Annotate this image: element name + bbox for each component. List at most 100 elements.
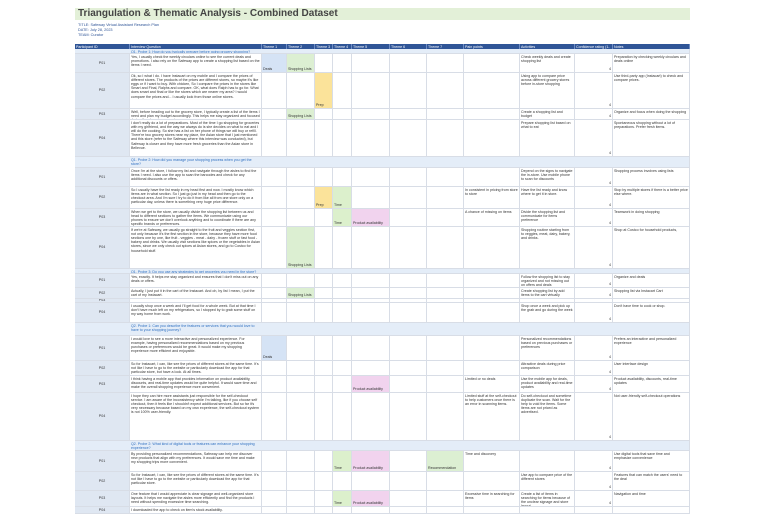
participant-id: P04 [75, 507, 130, 514]
theme-cell [333, 336, 352, 361]
activity: Create a list of items in searching for … [520, 491, 575, 507]
note: Teamwork in doing shopping [613, 209, 690, 227]
theme-cell [333, 54, 352, 73]
sheet-title: Triangulation & Thematic Analysis - Comb… [75, 8, 690, 20]
theme-cell [315, 376, 333, 393]
note: Shopping list via Instacart Cart [613, 288, 690, 299]
participant-id: P01 [75, 54, 130, 73]
theme-cell [427, 274, 464, 288]
note: Features that can match the users' need … [613, 472, 690, 491]
theme-cell [427, 299, 464, 303]
pain-point: In consistent in pricing from store to s… [464, 187, 520, 209]
theme-cell [315, 299, 333, 303]
interview-answer: So for Instacart, I can, like see the pr… [130, 361, 262, 376]
theme-cell [427, 168, 464, 187]
pain-point [464, 303, 520, 323]
participant-id: P02 [75, 288, 130, 299]
column-header: Theme 1 [262, 44, 287, 49]
confidence: 4 [575, 336, 613, 361]
theme-cell: Product availability [352, 451, 390, 472]
activity: Using app to compare price across differ… [520, 73, 575, 109]
note [613, 299, 690, 303]
interview-answer: I would love to see a more interactive a… [130, 336, 262, 361]
activity: Create a shopping list and budget [520, 109, 575, 120]
activity: Have the list ready and know where to ge… [520, 187, 575, 209]
theme-cell [390, 507, 427, 514]
confidence: 4 [575, 209, 613, 227]
interview-answer [130, 299, 262, 303]
pain-point [464, 168, 520, 187]
interview-answer: One feature that I would appreciate is c… [130, 491, 262, 507]
note: User interface design [613, 361, 690, 376]
theme-cell [315, 288, 333, 299]
theme-cell [390, 227, 427, 269]
theme-cell [315, 274, 333, 288]
theme-cell [427, 393, 464, 441]
activity: Use app to compare price of the differen… [520, 472, 575, 491]
theme-cell [352, 303, 390, 323]
participant-id: P03 [75, 376, 130, 393]
activity: Follow the shopping list to stay organiz… [520, 274, 575, 288]
pain-point: A chance of missing on items [464, 209, 520, 227]
theme-cell [262, 73, 287, 109]
activity: Depend on the signs to navigate the in-s… [520, 168, 575, 187]
theme-cell [333, 73, 352, 109]
interview-answer: When we get to the store, we usually div… [130, 209, 262, 227]
note: Stop by multiple stores if there is a be… [613, 187, 690, 209]
theme-cell [262, 303, 287, 323]
theme-cell [390, 451, 427, 472]
theme-cell: Product availability [352, 491, 390, 507]
theme-cell [390, 376, 427, 393]
participant-id: P01 [75, 274, 130, 288]
activity [520, 507, 575, 514]
theme-cell [287, 336, 315, 361]
theme-cell [333, 507, 352, 514]
theme-cell [390, 336, 427, 361]
theme-cell: Time [333, 451, 352, 472]
theme-cell [427, 507, 464, 514]
theme-cell [427, 209, 464, 227]
theme-cell [287, 274, 315, 288]
pain-point [464, 361, 520, 376]
pain-point [464, 109, 520, 120]
theme-cell [333, 376, 352, 393]
theme-cell [315, 54, 333, 73]
theme-cell [352, 336, 390, 361]
theme-cell [287, 507, 315, 514]
theme-cell [287, 472, 315, 491]
theme-cell [427, 54, 464, 73]
theme-cell [427, 376, 464, 393]
pain-point [464, 120, 520, 157]
theme-cell [427, 73, 464, 109]
theme-cell: Product availability [352, 209, 390, 227]
theme-cell: Time [333, 491, 352, 507]
confidence: 4 [575, 491, 613, 507]
participant-id: P02 [75, 361, 130, 376]
note: Organize and deals [613, 274, 690, 288]
theme-cell [262, 274, 287, 288]
theme-cell [352, 227, 390, 269]
interview-answer: So I usually have the list ready in my h… [130, 187, 262, 209]
interview-answer: I usually shop once a week and I'll get … [130, 303, 262, 323]
column-header: Theme 7 [427, 44, 464, 49]
theme-cell [390, 299, 427, 303]
theme-cell [262, 361, 287, 376]
theme-cell [390, 73, 427, 109]
column-header: Activities [520, 44, 575, 49]
theme-cell [333, 168, 352, 187]
theme-cell: Recommendation [427, 451, 464, 472]
confidence: 4 [575, 54, 613, 73]
theme-cell [315, 491, 333, 507]
theme-cell [390, 491, 427, 507]
theme-cell [427, 336, 464, 361]
theme-cell [427, 187, 464, 209]
theme-cell: Shopping Lists [287, 288, 315, 299]
confidence: 4 [575, 120, 613, 157]
meta-line: TEAM: Curator [78, 33, 104, 37]
activity: Shop once a week and pick up the grab an… [520, 303, 575, 323]
activity: Attractive deals during price comparison [520, 361, 575, 376]
theme-cell [427, 109, 464, 120]
theme-cell: Prep [315, 187, 333, 209]
theme-cell [390, 109, 427, 120]
theme-cell [352, 274, 390, 288]
